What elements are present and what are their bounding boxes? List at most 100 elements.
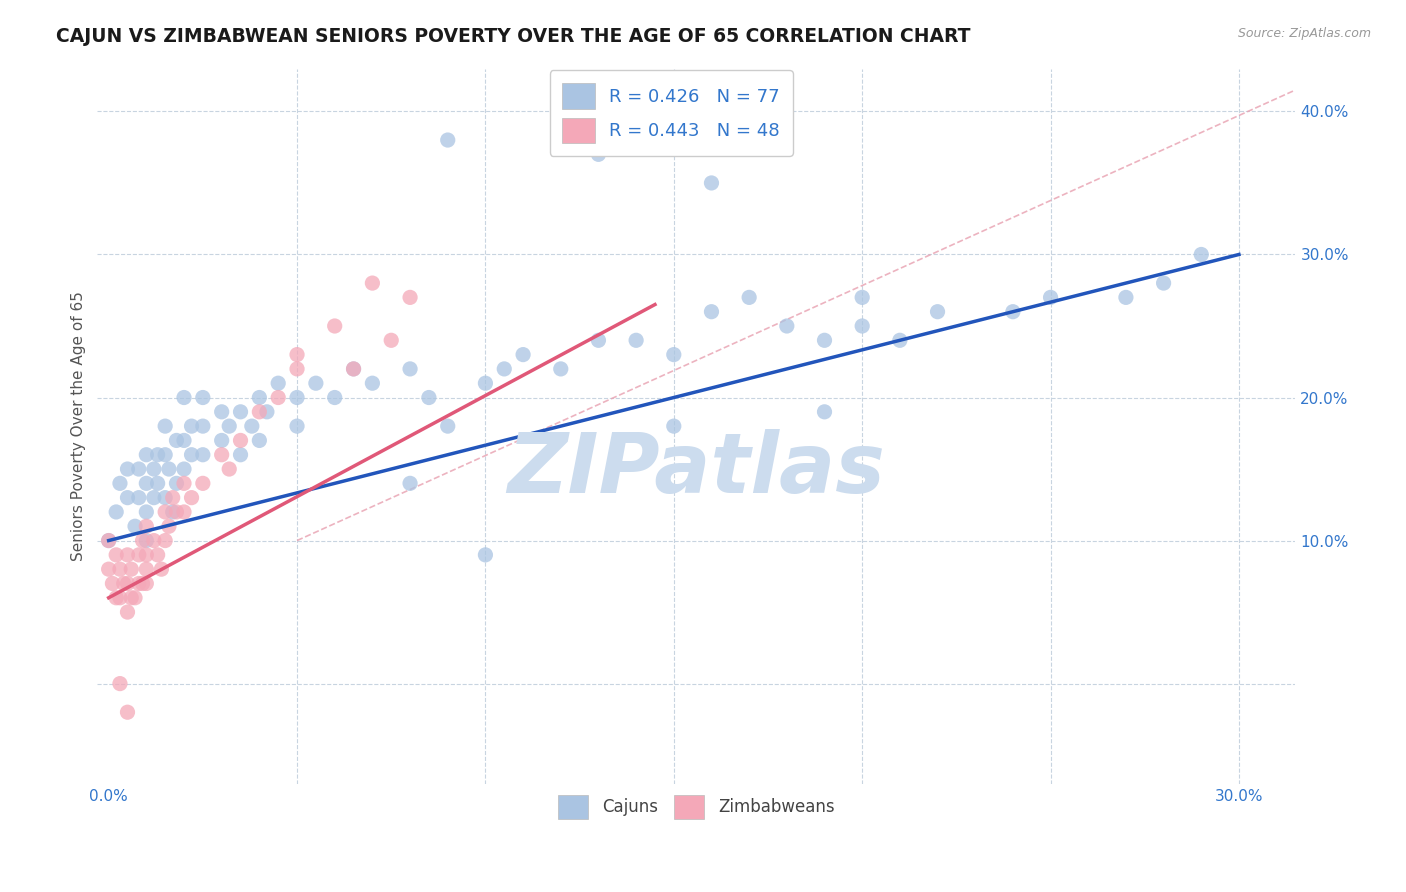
Point: [851, 290, 873, 304]
Point: [494, 362, 516, 376]
Point: [146, 448, 169, 462]
Point: [117, 576, 139, 591]
Point: [285, 419, 308, 434]
Point: [162, 491, 184, 505]
Point: [418, 391, 440, 405]
Point: [97, 562, 120, 576]
Point: [153, 448, 176, 462]
Point: [117, 548, 139, 562]
Point: [142, 462, 165, 476]
Point: [813, 405, 835, 419]
Point: [851, 318, 873, 333]
Point: [662, 419, 685, 434]
Point: [399, 290, 422, 304]
Point: [267, 376, 290, 391]
Point: [108, 562, 131, 576]
Point: [588, 147, 610, 161]
Point: [399, 476, 422, 491]
Point: [153, 419, 176, 434]
Point: [191, 419, 214, 434]
Point: [247, 391, 270, 405]
Point: [173, 476, 195, 491]
Point: [211, 434, 233, 448]
Point: [229, 405, 252, 419]
Point: [97, 533, 120, 548]
Text: ZIPatlas: ZIPatlas: [508, 428, 886, 509]
Point: [108, 676, 131, 690]
Point: [117, 462, 139, 476]
Point: [247, 405, 270, 419]
Point: [361, 276, 384, 290]
Point: [361, 376, 384, 391]
Point: [112, 576, 135, 591]
Point: [700, 176, 723, 190]
Point: [105, 505, 128, 519]
Point: [108, 476, 131, 491]
Point: [173, 505, 195, 519]
Point: [776, 318, 799, 333]
Point: [153, 491, 176, 505]
Point: [173, 391, 195, 405]
Point: [120, 562, 142, 576]
Point: [162, 505, 184, 519]
Point: [1001, 304, 1024, 318]
Point: [1115, 290, 1137, 304]
Point: [191, 391, 214, 405]
Point: [135, 562, 157, 576]
Point: [323, 391, 346, 405]
Point: [97, 533, 120, 548]
Point: [813, 334, 835, 348]
Point: [399, 362, 422, 376]
Point: [267, 391, 290, 405]
Point: [305, 376, 328, 391]
Point: [211, 405, 233, 419]
Point: [342, 362, 364, 376]
Point: [117, 705, 139, 719]
Point: [135, 448, 157, 462]
Text: CAJUN VS ZIMBABWEAN SENIORS POVERTY OVER THE AGE OF 65 CORRELATION CHART: CAJUN VS ZIMBABWEAN SENIORS POVERTY OVER…: [56, 27, 970, 45]
Point: [285, 391, 308, 405]
Y-axis label: Seniors Poverty Over the Age of 65: Seniors Poverty Over the Age of 65: [72, 291, 86, 561]
Point: [218, 462, 240, 476]
Point: [135, 576, 157, 591]
Point: [157, 519, 180, 533]
Point: [105, 548, 128, 562]
Point: [211, 448, 233, 462]
Point: [128, 462, 150, 476]
Point: [135, 505, 157, 519]
Point: [135, 519, 157, 533]
Point: [218, 419, 240, 434]
Legend: Cajuns, Zimbabweans: Cajuns, Zimbabweans: [551, 789, 841, 825]
Point: [153, 505, 176, 519]
Point: [142, 533, 165, 548]
Point: [124, 591, 146, 605]
Point: [191, 448, 214, 462]
Point: [180, 491, 202, 505]
Point: [131, 533, 153, 548]
Point: [120, 591, 142, 605]
Point: [146, 476, 169, 491]
Point: [1039, 290, 1062, 304]
Point: [135, 533, 157, 548]
Point: [105, 591, 128, 605]
Point: [256, 405, 278, 419]
Text: Source: ZipAtlas.com: Source: ZipAtlas.com: [1237, 27, 1371, 40]
Point: [135, 476, 157, 491]
Point: [131, 576, 153, 591]
Point: [700, 304, 723, 318]
Point: [662, 348, 685, 362]
Point: [124, 519, 146, 533]
Point: [135, 548, 157, 562]
Point: [166, 476, 188, 491]
Point: [927, 304, 949, 318]
Point: [285, 362, 308, 376]
Point: [342, 362, 364, 376]
Point: [240, 419, 263, 434]
Point: [474, 548, 496, 562]
Point: [191, 476, 214, 491]
Point: [173, 462, 195, 476]
Point: [128, 491, 150, 505]
Point: [180, 419, 202, 434]
Point: [1189, 247, 1212, 261]
Point: [173, 434, 195, 448]
